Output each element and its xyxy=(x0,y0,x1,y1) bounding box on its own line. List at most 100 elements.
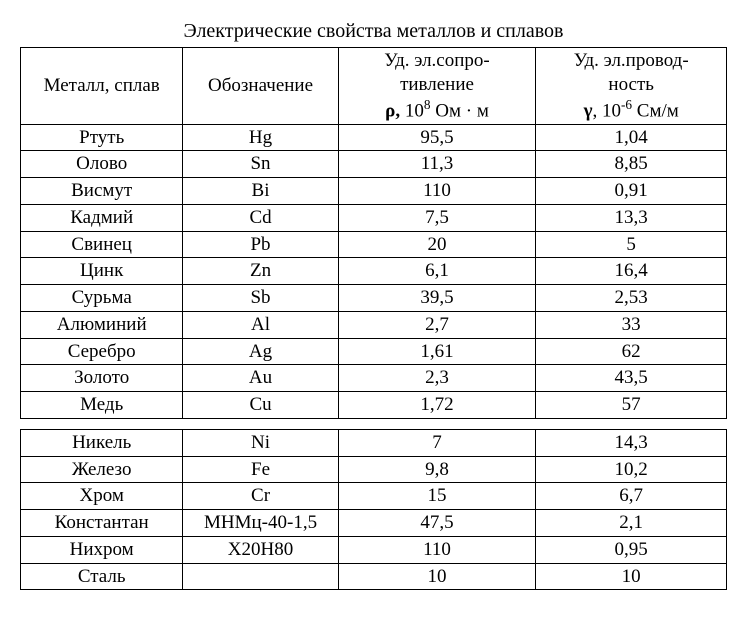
cell-rho: 110 xyxy=(338,178,536,205)
cell-sym: Al xyxy=(183,311,338,338)
cell-name: Никель xyxy=(21,429,183,456)
table-row: СвинецPb205 xyxy=(21,231,727,258)
cell-name: Висмут xyxy=(21,178,183,205)
cell-name: Цинк xyxy=(21,258,183,285)
table-row: ЗолотоAu2,343,5 xyxy=(21,365,727,392)
cell-gamma: 6,7 xyxy=(536,483,727,510)
table-row: РтутьHg95,51,04 xyxy=(21,124,727,151)
cell-sym: Ag xyxy=(183,338,338,365)
cell-rho: 110 xyxy=(338,536,536,563)
table-row: ВисмутBi1100,91 xyxy=(21,178,727,205)
cell-rho: 9,8 xyxy=(338,456,536,483)
cell-gamma: 0,95 xyxy=(536,536,727,563)
cell-rho: 2,7 xyxy=(338,311,536,338)
table-row: КадмийCd7,513,3 xyxy=(21,204,727,231)
cell-gamma: 14,3 xyxy=(536,429,727,456)
cell-sym: Sn xyxy=(183,151,338,178)
cell-gamma: 16,4 xyxy=(536,258,727,285)
section-gap xyxy=(21,418,727,429)
cell-name: Сталь xyxy=(21,563,183,590)
header-resistivity-l2: тивление xyxy=(343,73,532,97)
cell-sym: Pb xyxy=(183,231,338,258)
cell-sym: Au xyxy=(183,365,338,392)
cell-sym: Hg xyxy=(183,124,338,151)
cell-gamma: 2,53 xyxy=(536,285,727,312)
cell-sym: Х20Н80 xyxy=(183,536,338,563)
table-row: СурьмаSb39,52,53 xyxy=(21,285,727,312)
cell-rho: 6,1 xyxy=(338,258,536,285)
table-row: НикельNi714,3 xyxy=(21,429,727,456)
header-resistivity: Уд. эл.сопро- тивление ρ, 108 Ом · м xyxy=(338,48,536,125)
table-row: МедьCu1,7257 xyxy=(21,392,727,419)
cell-name: Золото xyxy=(21,365,183,392)
cell-rho: 7,5 xyxy=(338,204,536,231)
cell-sym: Cd xyxy=(183,204,338,231)
cell-gamma: 62 xyxy=(536,338,727,365)
cell-sym: Zn xyxy=(183,258,338,285)
table-title: Электрические свойства металлов и сплаво… xyxy=(20,20,727,43)
cell-sym: Sb xyxy=(183,285,338,312)
table-row: КонстантанМНМц-40-1,547,52,1 xyxy=(21,510,727,537)
table-row: ЖелезоFe9,810,2 xyxy=(21,456,727,483)
cell-gamma: 8,85 xyxy=(536,151,727,178)
cell-name: Свинец xyxy=(21,231,183,258)
cell-name: Хром xyxy=(21,483,183,510)
cell-gamma: 1,04 xyxy=(536,124,727,151)
cell-sym: Cu xyxy=(183,392,338,419)
header-row: Металл, сплав Обозначение Уд. эл.сопро- … xyxy=(21,48,727,125)
table-row: ЦинкZn6,116,4 xyxy=(21,258,727,285)
cell-gamma: 0,91 xyxy=(536,178,727,205)
cell-name: Медь xyxy=(21,392,183,419)
cell-gamma: 13,3 xyxy=(536,204,727,231)
header-conductivity-unit: γ, 10-6 См/м xyxy=(540,97,722,123)
cell-name: Алюминий xyxy=(21,311,183,338)
header-metal: Металл, сплав xyxy=(21,48,183,125)
header-conductivity-l2: ность xyxy=(540,73,722,97)
cell-name: Железо xyxy=(21,456,183,483)
table-row: Сталь 1010 xyxy=(21,563,727,590)
cell-rho: 2,3 xyxy=(338,365,536,392)
header-resistivity-l1: Уд. эл.сопро- xyxy=(343,49,532,73)
cell-name: Олово xyxy=(21,151,183,178)
cell-gamma: 57 xyxy=(536,392,727,419)
header-symbol: Обозначение xyxy=(183,48,338,125)
cell-gamma: 10 xyxy=(536,563,727,590)
cell-name: Константан xyxy=(21,510,183,537)
properties-table: Металл, сплав Обозначение Уд. эл.сопро- … xyxy=(20,47,727,590)
table-row: НихромХ20Н801100,95 xyxy=(21,536,727,563)
cell-name: Серебро xyxy=(21,338,183,365)
cell-gamma: 43,5 xyxy=(536,365,727,392)
cell-name: Нихром xyxy=(21,536,183,563)
table-body: РтутьHg95,51,04ОловоSn11,38,85ВисмутBi11… xyxy=(21,124,727,590)
cell-gamma: 5 xyxy=(536,231,727,258)
header-conductivity-l1: Уд. эл.провод- xyxy=(540,49,722,73)
cell-name: Кадмий xyxy=(21,204,183,231)
cell-sym: Cr xyxy=(183,483,338,510)
table-row: СереброAg1,6162 xyxy=(21,338,727,365)
cell-rho: 1,61 xyxy=(338,338,536,365)
header-conductivity: Уд. эл.провод- ность γ, 10-6 См/м xyxy=(536,48,727,125)
cell-gamma: 10,2 xyxy=(536,456,727,483)
header-resistivity-unit: ρ, 108 Ом · м xyxy=(343,97,532,123)
table-row: ОловоSn11,38,85 xyxy=(21,151,727,178)
cell-sym: Ni xyxy=(183,429,338,456)
cell-gamma: 33 xyxy=(536,311,727,338)
table-row: ХромCr156,7 xyxy=(21,483,727,510)
cell-rho: 11,3 xyxy=(338,151,536,178)
cell-rho: 10 xyxy=(338,563,536,590)
cell-rho: 47,5 xyxy=(338,510,536,537)
cell-rho: 7 xyxy=(338,429,536,456)
cell-name: Ртуть xyxy=(21,124,183,151)
table-row: АлюминийAl2,733 xyxy=(21,311,727,338)
cell-gamma: 2,1 xyxy=(536,510,727,537)
cell-rho: 15 xyxy=(338,483,536,510)
cell-rho: 39,5 xyxy=(338,285,536,312)
cell-sym xyxy=(183,563,338,590)
cell-rho: 20 xyxy=(338,231,536,258)
cell-rho: 95,5 xyxy=(338,124,536,151)
cell-name: Сурьма xyxy=(21,285,183,312)
cell-sym: Fe xyxy=(183,456,338,483)
cell-rho: 1,72 xyxy=(338,392,536,419)
cell-sym: Bi xyxy=(183,178,338,205)
cell-sym: МНМц-40-1,5 xyxy=(183,510,338,537)
